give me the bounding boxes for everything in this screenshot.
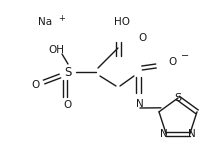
Text: N: N	[136, 99, 144, 109]
Text: S: S	[174, 93, 182, 103]
Text: −: −	[181, 51, 189, 61]
Text: Na: Na	[38, 17, 52, 27]
Text: HO: HO	[114, 17, 130, 27]
Text: OH: OH	[48, 45, 64, 55]
Text: +: +	[58, 13, 65, 22]
Text: O: O	[32, 80, 40, 90]
Text: N: N	[160, 129, 168, 139]
Text: N: N	[188, 129, 196, 139]
Text: O: O	[168, 57, 176, 67]
Text: S: S	[64, 66, 72, 78]
Text: O: O	[64, 100, 72, 110]
Text: O: O	[138, 33, 146, 43]
